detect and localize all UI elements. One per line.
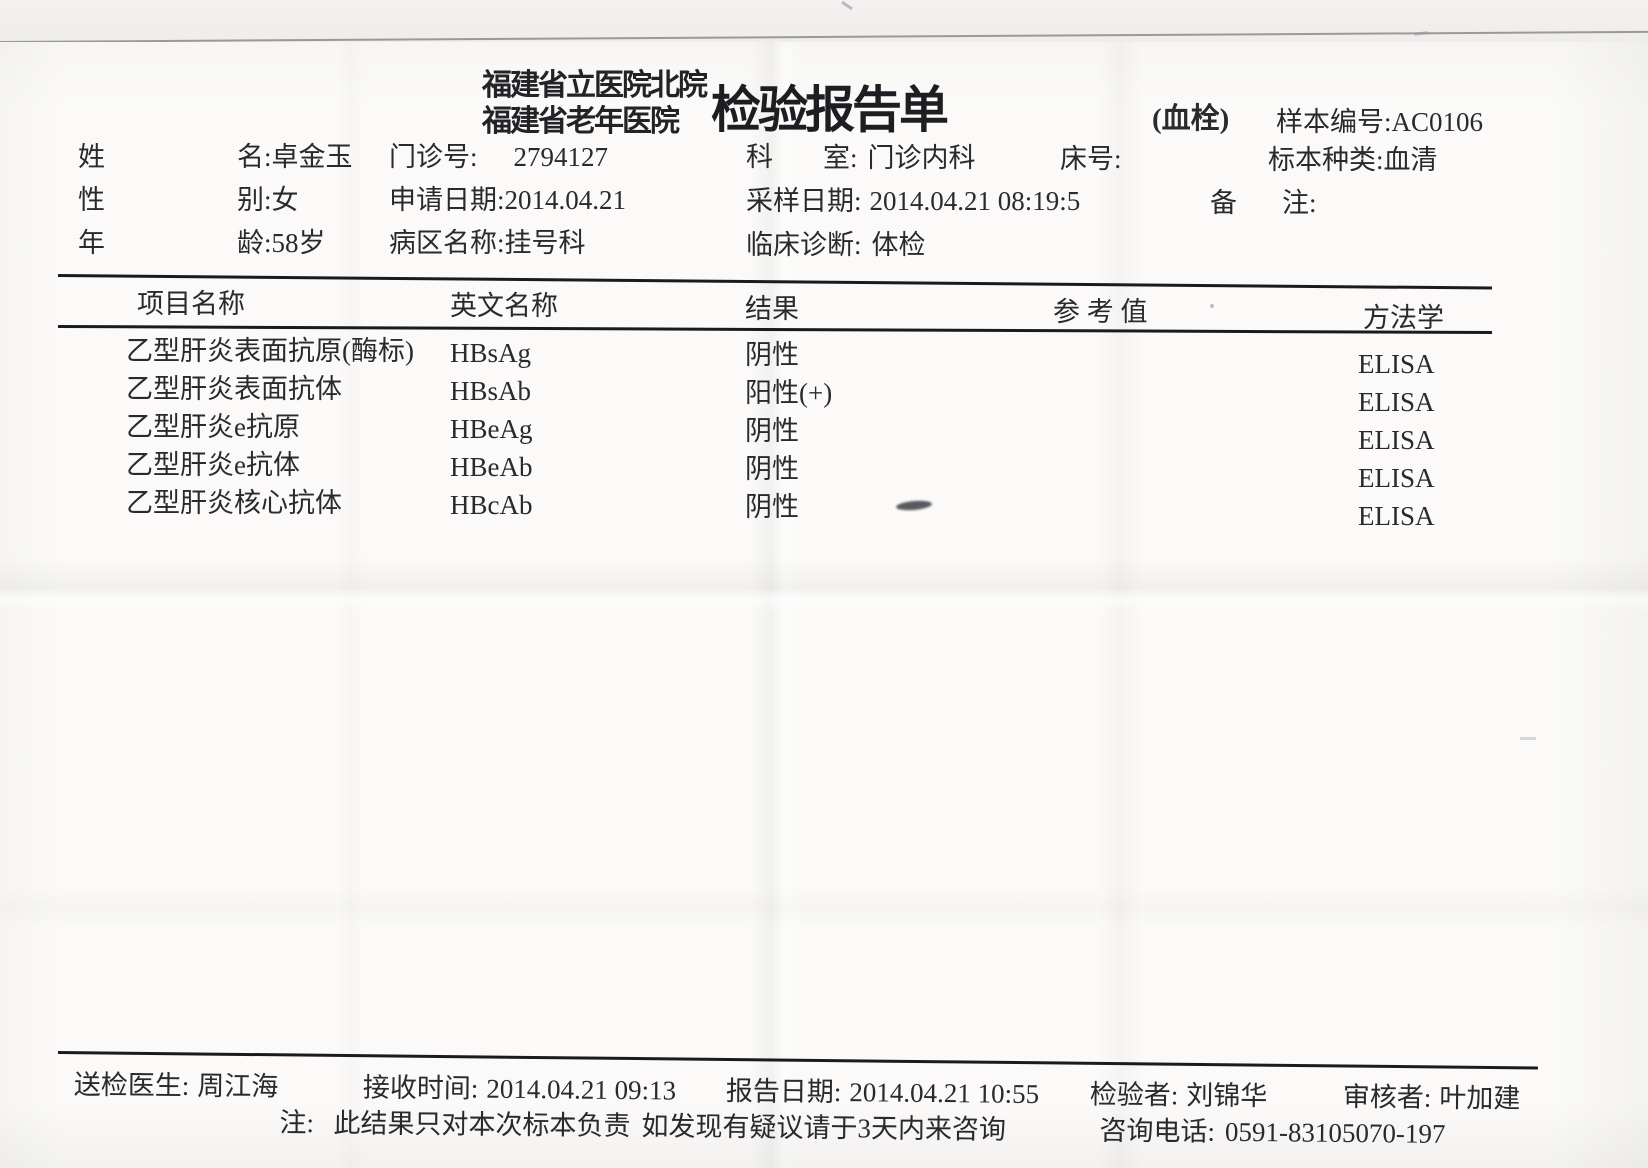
bed-no: 床号: xyxy=(1060,144,1122,174)
note-text-1: 此结果只对本次标本负责 xyxy=(333,1108,631,1142)
note-text-2: 如发现有疑议请于3天内来咨询 xyxy=(641,1111,1007,1145)
cell-item: 乙型肝炎e抗体 xyxy=(126,450,300,480)
report-title: 检验报告单 xyxy=(711,82,949,138)
fold-crease xyxy=(0,557,1648,613)
specimen-type-value: 血清 xyxy=(1383,145,1438,175)
category-tag: (血栓) xyxy=(1152,103,1230,135)
sample-no: 样本编号:AC0106 xyxy=(1276,107,1484,138)
fold-crease xyxy=(0,887,1648,927)
remark: 注: xyxy=(1282,188,1317,218)
tester-value: 刘锦华 xyxy=(1186,1080,1268,1112)
sampling-date-value: 2014.04.21 08:19:5 xyxy=(869,186,1081,216)
cell-result: 阴性 xyxy=(745,416,799,446)
hospital-name-block: 福建省立医院北院 福建省老年医院 xyxy=(482,68,708,140)
cell-en: HBsAg xyxy=(450,338,532,368)
phone: 咨询电话: 0591-83105070-197 xyxy=(1099,1115,1446,1149)
referring-doctor: 送检医生: 周江海 xyxy=(73,1069,279,1102)
patient-age: 龄:58岁 xyxy=(237,228,326,258)
cell-result: 阳性(+) xyxy=(745,378,833,408)
ward-name: 病区名称:挂号科 xyxy=(389,228,586,258)
department: 室: 门诊内科 xyxy=(823,143,976,173)
report-date: 报告日期: 2014.04.21 10:55 xyxy=(725,1075,1040,1109)
cell-result: 阴性 xyxy=(745,454,799,484)
patient-name-char: 姓 xyxy=(78,142,105,172)
specimen-type: 标本种类:血清 xyxy=(1268,145,1438,175)
apply-date: 申请日期:2014.04.21 xyxy=(389,185,627,215)
sampling-date: 采样日期: 2014.04.21 08:19:5 xyxy=(746,186,1081,216)
patient-sex: 别:女 xyxy=(237,185,299,215)
cell-en: HBsAb xyxy=(450,376,532,406)
cell-result: 阴性 xyxy=(745,492,799,522)
cell-method: ELISA xyxy=(1358,463,1435,493)
patient-age-value: 58岁 xyxy=(271,228,326,258)
outpatient-no: 门诊号: 2794127 xyxy=(389,142,609,172)
phone-value: 0591-83105070-197 xyxy=(1224,1116,1446,1149)
tester: 检验者: 刘锦华 xyxy=(1089,1079,1268,1112)
cell-method: ELISA xyxy=(1358,425,1435,455)
paper-bottom-shadow xyxy=(0,1102,1648,1168)
remark-char: 备 xyxy=(1210,188,1237,218)
referring-doctor-value: 周江海 xyxy=(197,1070,279,1102)
cell-method: ELISA xyxy=(1358,387,1435,417)
patient-sex-char: 性 xyxy=(78,185,105,215)
clinical-diagnosis-value: 体检 xyxy=(871,230,926,260)
outpatient-no-value: 2794127 xyxy=(513,142,609,172)
note-label: 注: xyxy=(279,1107,315,1139)
dept-char: 科 xyxy=(746,142,773,172)
reviewer: 审核者: 叶加建 xyxy=(1342,1081,1521,1114)
reviewer-value: 叶加建 xyxy=(1439,1082,1521,1114)
sample-no-label: 样本编号: xyxy=(1276,107,1392,137)
dust-speck xyxy=(1210,304,1214,308)
cell-en: HBeAg xyxy=(450,414,533,444)
hospital-name-line1: 福建省立医院北院 xyxy=(482,69,708,102)
received-time-value: 2014.04.21 09:13 xyxy=(486,1073,677,1106)
patient-name: 名:卓金玉 xyxy=(237,142,353,172)
cell-result: 阴性 xyxy=(745,340,799,370)
clinical-diagnosis: 临床诊断: 体检 xyxy=(746,230,926,260)
col-header-method: 方法学 xyxy=(1363,303,1444,333)
cell-en: HBcAb xyxy=(450,490,533,520)
cell-en: HBeAb xyxy=(450,452,533,482)
department-value: 门诊内科 xyxy=(867,143,976,173)
col-header-result: 结果 xyxy=(745,294,799,324)
cell-item: 乙型肝炎核心抗体 xyxy=(126,488,342,518)
cell-item: 乙型肝炎表面抗原(酶标) xyxy=(126,336,414,366)
footer: 送检医生: 周江海 接收时间: 2014.04.21 09:13 报告日期: 2014… xyxy=(0,1070,1648,1168)
hospital-name-line2: 福建省老年医院 xyxy=(482,105,680,138)
cell-method: ELISA xyxy=(1358,349,1435,379)
cell-item: 乙型肝炎表面抗体 xyxy=(126,374,342,404)
patient-age-char: 年 xyxy=(78,228,105,258)
col-header-ref: 参 考 值 xyxy=(1053,297,1148,327)
col-header-en: 英文名称 xyxy=(450,291,558,321)
footer-row-1: 送检医生: 周江海 接收时间: 2014.04.21 09:13 报告日期: 2014… xyxy=(0,1070,1648,1114)
col-header-item: 项目名称 xyxy=(137,289,245,319)
cell-item: 乙型肝炎e抗原 xyxy=(126,412,300,442)
sample-no-value: AC0106 xyxy=(1391,107,1484,137)
report-date-value: 2014.04.21 10:55 xyxy=(849,1077,1040,1109)
patient-name-value: 卓金玉 xyxy=(271,142,353,172)
ward-name-value: 挂号科 xyxy=(504,228,586,258)
cell-method: ELISA xyxy=(1358,501,1435,531)
dust-speck xyxy=(1520,737,1536,740)
received-time: 接收时间: 2014.04.21 09:13 xyxy=(362,1072,677,1106)
apply-date-value: 2014.04.21 xyxy=(504,185,627,215)
ink-smudge xyxy=(895,499,933,512)
patient-sex-value: 女 xyxy=(271,185,299,215)
